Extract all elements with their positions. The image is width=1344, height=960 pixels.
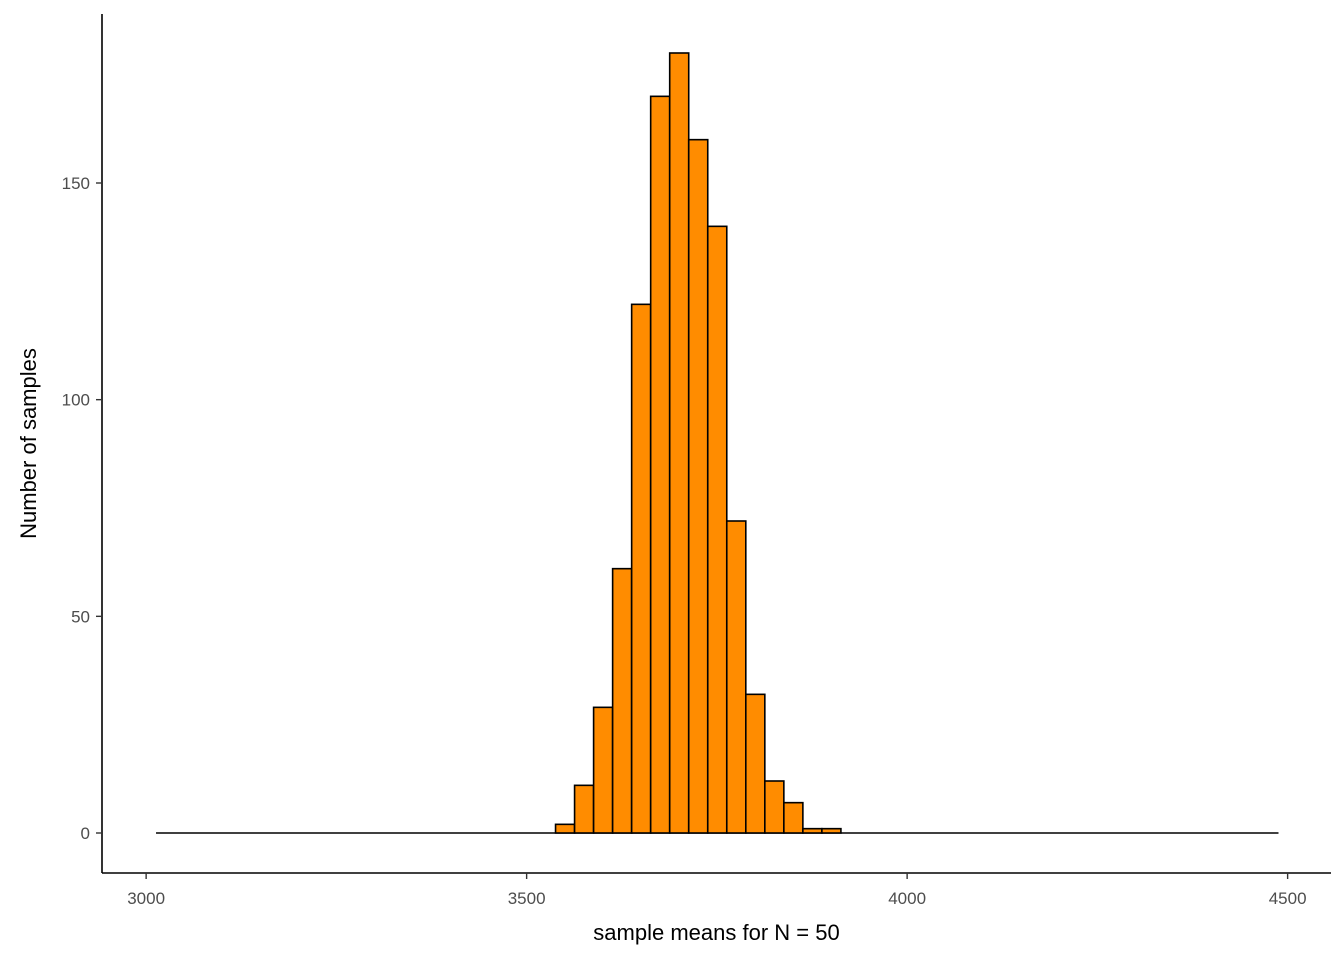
x-tick-label: 4500 xyxy=(1269,889,1307,908)
histogram-bar xyxy=(592,706,614,834)
x-tick-label: 3000 xyxy=(127,889,165,908)
histogram-bar xyxy=(630,303,652,834)
y-axis-title: Number of samples xyxy=(16,348,41,539)
histogram-bar xyxy=(668,52,690,834)
histogram-bar xyxy=(744,693,766,834)
y-tick-label: 150 xyxy=(62,174,90,193)
bars-layer xyxy=(156,52,1279,834)
histogram-bar xyxy=(725,520,747,834)
y-tick-label: 50 xyxy=(71,607,90,626)
histogram-bar xyxy=(802,827,823,834)
histogram-bar xyxy=(649,95,671,834)
histogram-bar xyxy=(764,780,785,834)
ticks-layer: 3000 3500 4000 4500 0 50 100 150 xyxy=(62,174,1307,908)
x-tick-label: 3500 xyxy=(508,889,546,908)
y-tick-label: 0 xyxy=(81,824,90,843)
histogram-bar xyxy=(783,801,804,834)
histogram-bar xyxy=(573,784,595,834)
histogram-bar xyxy=(821,827,842,834)
axes-layer xyxy=(101,14,1331,874)
histogram-bar xyxy=(554,823,576,834)
y-tick-label: 100 xyxy=(62,391,90,410)
x-tick-label: 4000 xyxy=(888,889,926,908)
x-axis-title: sample means for N = 50 xyxy=(593,920,839,945)
histogram-bar xyxy=(687,138,709,834)
histogram-bar xyxy=(706,225,728,834)
histogram-bar xyxy=(611,567,633,834)
